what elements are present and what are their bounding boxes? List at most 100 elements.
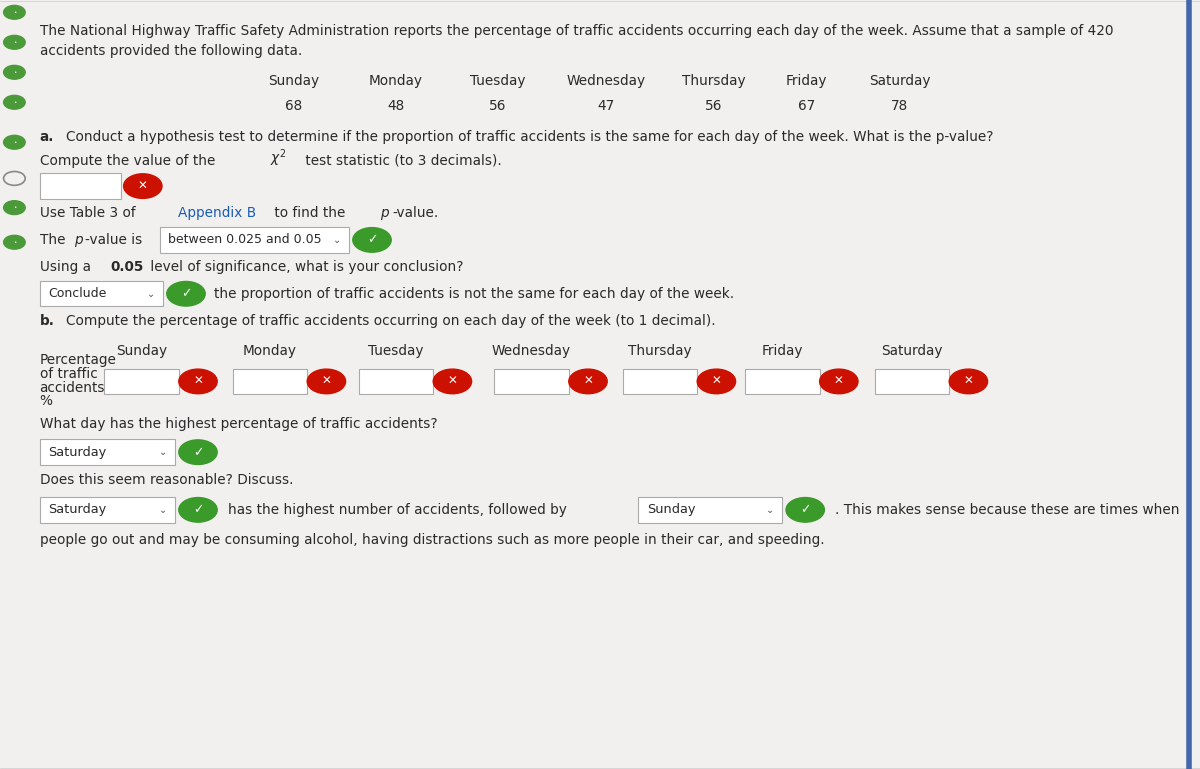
Text: b.: b. <box>40 314 54 328</box>
Text: ⌄: ⌄ <box>767 504 774 515</box>
Text: Saturday: Saturday <box>48 504 107 516</box>
Text: The: The <box>40 233 70 247</box>
Circle shape <box>179 440 217 464</box>
FancyBboxPatch shape <box>104 369 179 394</box>
FancyBboxPatch shape <box>40 497 175 523</box>
Text: Tuesday: Tuesday <box>368 345 424 358</box>
Text: Wednesday: Wednesday <box>492 345 571 358</box>
Text: p: p <box>380 206 389 220</box>
Text: Conduct a hypothesis test to determine if the proportion of traffic accidents is: Conduct a hypothesis test to determine i… <box>66 130 994 144</box>
Text: Compute the value of the: Compute the value of the <box>40 154 220 168</box>
Circle shape <box>179 369 217 394</box>
Text: ✕: ✕ <box>583 375 593 388</box>
Text: ✓: ✓ <box>193 446 203 458</box>
Text: a.: a. <box>40 130 54 144</box>
Text: people go out and may be consuming alcohol, having distractions such as more peo: people go out and may be consuming alcoh… <box>40 533 824 547</box>
Text: Saturday: Saturday <box>48 446 107 458</box>
Text: ✕: ✕ <box>193 375 203 388</box>
Text: accidents provided the following data.: accidents provided the following data. <box>40 44 302 58</box>
Text: Sunday: Sunday <box>116 345 167 358</box>
Text: Wednesday: Wednesday <box>566 74 646 88</box>
Text: Appendix B: Appendix B <box>178 206 256 220</box>
Text: Thursday: Thursday <box>628 345 692 358</box>
Text: ✓: ✓ <box>193 504 203 516</box>
Text: Monday: Monday <box>242 345 298 358</box>
Circle shape <box>820 369 858 394</box>
Text: ✕: ✕ <box>712 375 721 388</box>
Text: Thursday: Thursday <box>682 74 746 88</box>
Text: . This makes sense because these are times when: . This makes sense because these are tim… <box>835 503 1180 517</box>
FancyBboxPatch shape <box>359 369 433 394</box>
Text: •: • <box>13 205 16 210</box>
FancyBboxPatch shape <box>233 369 307 394</box>
Text: ✕: ✕ <box>834 375 844 388</box>
Circle shape <box>569 369 607 394</box>
Text: Use Table 3 of: Use Table 3 of <box>40 206 139 220</box>
Text: The National Highway Traffic Safety Administration reports the percentage of tra: The National Highway Traffic Safety Admi… <box>40 24 1114 38</box>
Text: •: • <box>13 10 16 15</box>
Text: Friday: Friday <box>762 345 803 358</box>
Text: ✓: ✓ <box>367 234 377 246</box>
Text: has the highest number of accidents, followed by: has the highest number of accidents, fol… <box>228 503 566 517</box>
FancyBboxPatch shape <box>745 369 820 394</box>
Text: Saturday: Saturday <box>881 345 943 358</box>
Text: 56: 56 <box>490 99 506 113</box>
Circle shape <box>4 235 25 249</box>
Text: 0.05: 0.05 <box>110 260 144 274</box>
Text: of traffic: of traffic <box>40 367 97 381</box>
Text: ⌄: ⌄ <box>148 288 155 299</box>
Text: 68: 68 <box>286 99 302 113</box>
Text: Conclude: Conclude <box>48 288 107 300</box>
Text: 67: 67 <box>798 99 815 113</box>
Text: ⌄: ⌄ <box>160 447 167 458</box>
Text: Compute the percentage of traffic accidents occurring on each day of the week (t: Compute the percentage of traffic accide… <box>66 314 715 328</box>
Text: •: • <box>13 40 16 45</box>
Text: •: • <box>13 240 16 245</box>
Text: %: % <box>40 394 53 408</box>
Text: ✕: ✕ <box>322 375 331 388</box>
Text: ✓: ✓ <box>181 288 191 300</box>
FancyBboxPatch shape <box>638 497 782 523</box>
Circle shape <box>353 228 391 252</box>
Text: -value is: -value is <box>85 233 143 247</box>
Circle shape <box>307 369 346 394</box>
Circle shape <box>4 201 25 215</box>
Text: ✕: ✕ <box>138 180 148 192</box>
Text: $\chi^2$: $\chi^2$ <box>270 148 287 169</box>
Text: ⌄: ⌄ <box>334 235 341 245</box>
Text: 78: 78 <box>892 99 908 113</box>
Text: the proportion of traffic accidents is not the same for each day of the week.: the proportion of traffic accidents is n… <box>214 287 733 301</box>
Text: •: • <box>13 100 16 105</box>
Circle shape <box>124 174 162 198</box>
FancyBboxPatch shape <box>494 369 569 394</box>
Text: p: p <box>74 233 83 247</box>
Circle shape <box>4 35 25 49</box>
Text: ✕: ✕ <box>964 375 973 388</box>
FancyBboxPatch shape <box>40 440 175 464</box>
Text: Sunday: Sunday <box>647 504 695 516</box>
Text: 47: 47 <box>598 99 614 113</box>
Text: between 0.025 and 0.05: between 0.025 and 0.05 <box>168 234 322 246</box>
Text: Tuesday: Tuesday <box>470 74 526 88</box>
Text: level of significance, what is your conclusion?: level of significance, what is your conc… <box>146 260 464 274</box>
Circle shape <box>4 65 25 79</box>
Circle shape <box>4 95 25 109</box>
Circle shape <box>167 281 205 306</box>
Text: •: • <box>13 140 16 145</box>
FancyBboxPatch shape <box>40 173 121 198</box>
Circle shape <box>949 369 988 394</box>
FancyBboxPatch shape <box>623 369 697 394</box>
Circle shape <box>4 5 25 19</box>
Circle shape <box>4 135 25 149</box>
Text: Friday: Friday <box>786 74 827 88</box>
Text: test statistic (to 3 decimals).: test statistic (to 3 decimals). <box>301 154 502 168</box>
FancyBboxPatch shape <box>40 281 163 306</box>
Text: accidents,: accidents, <box>40 381 109 394</box>
Circle shape <box>433 369 472 394</box>
Text: Does this seem reasonable? Discuss.: Does this seem reasonable? Discuss. <box>40 473 293 487</box>
Text: 48: 48 <box>388 99 404 113</box>
Text: Using a: Using a <box>40 260 95 274</box>
Text: to find the: to find the <box>270 206 349 220</box>
Circle shape <box>786 498 824 522</box>
Text: ✕: ✕ <box>448 375 457 388</box>
